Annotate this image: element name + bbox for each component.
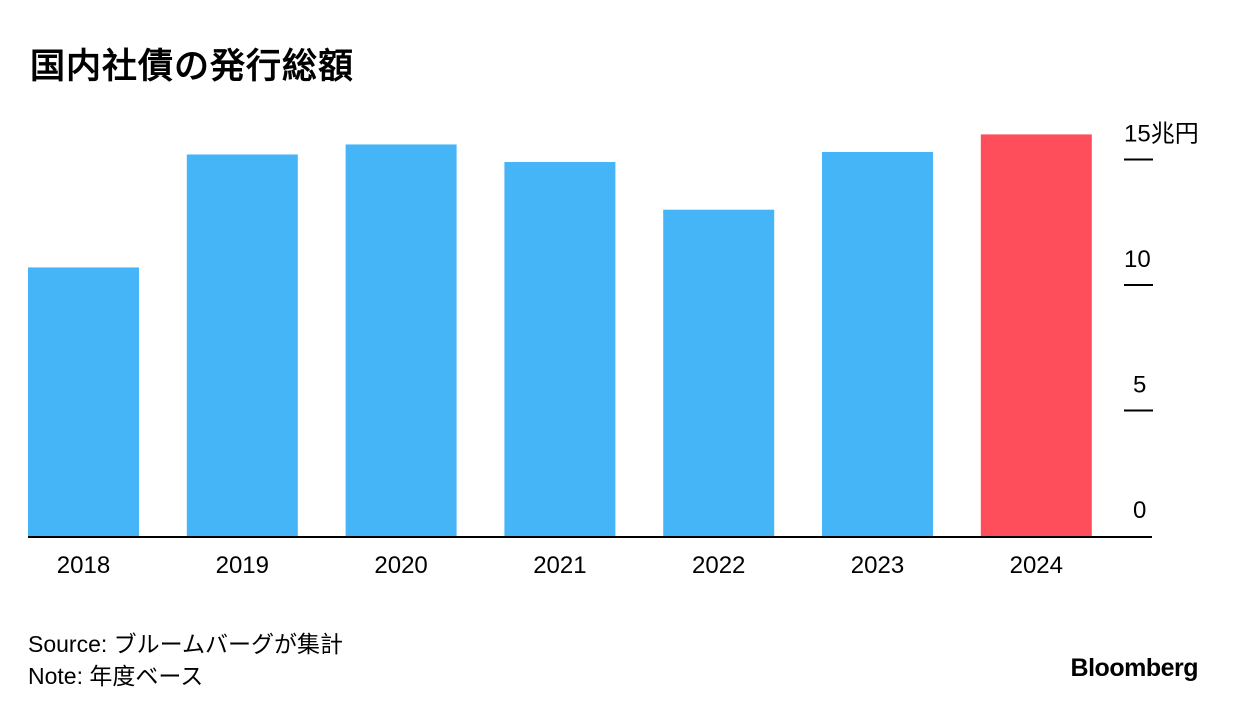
bar-2022	[663, 209, 775, 536]
x-tick-label-2019: 2019	[216, 552, 269, 579]
footer-notes: Source: ブルームバーグが集計 Note: 年度ベース	[28, 628, 343, 692]
y-axis: 0 5 10 15兆円	[1124, 121, 1199, 524]
x-tick-label-2024: 2024	[1010, 552, 1063, 579]
source-note: Source: ブルームバーグが集計	[28, 631, 343, 657]
y-tick-label-5: 5	[1133, 372, 1146, 399]
y-tick-label-10: 10	[1124, 246, 1151, 273]
y-tick-label-15: 15兆円	[1124, 121, 1199, 148]
x-tick-label-2018: 2018	[57, 552, 110, 579]
bar-2024	[980, 134, 1092, 536]
bar-2021	[504, 162, 616, 536]
chart-title: 国内社債の発行総額	[30, 47, 355, 87]
bar-2019	[186, 154, 298, 537]
bars-group	[28, 134, 1092, 537]
x-tick-label-2021: 2021	[533, 552, 586, 579]
bar-2020	[345, 144, 457, 536]
bar-2023	[822, 151, 933, 536]
x-tick-label-2022: 2022	[692, 552, 745, 579]
x-axis-labels: 2018 2019 2020 2021 2022 2023 2024	[57, 552, 1063, 579]
y-tick-label-0: 0	[1133, 497, 1146, 524]
note-text: Note: 年度ベース	[28, 663, 204, 689]
bar-chart: 0 5 10 15兆円 2018 2019 2020 2021 2022 2023 2024	[28, 121, 1199, 579]
x-tick-label-2020: 2020	[374, 552, 427, 579]
bloomberg-logo: Bloomberg	[1070, 654, 1199, 682]
bar-2018	[28, 267, 139, 536]
x-tick-label-2023: 2023	[851, 552, 904, 579]
